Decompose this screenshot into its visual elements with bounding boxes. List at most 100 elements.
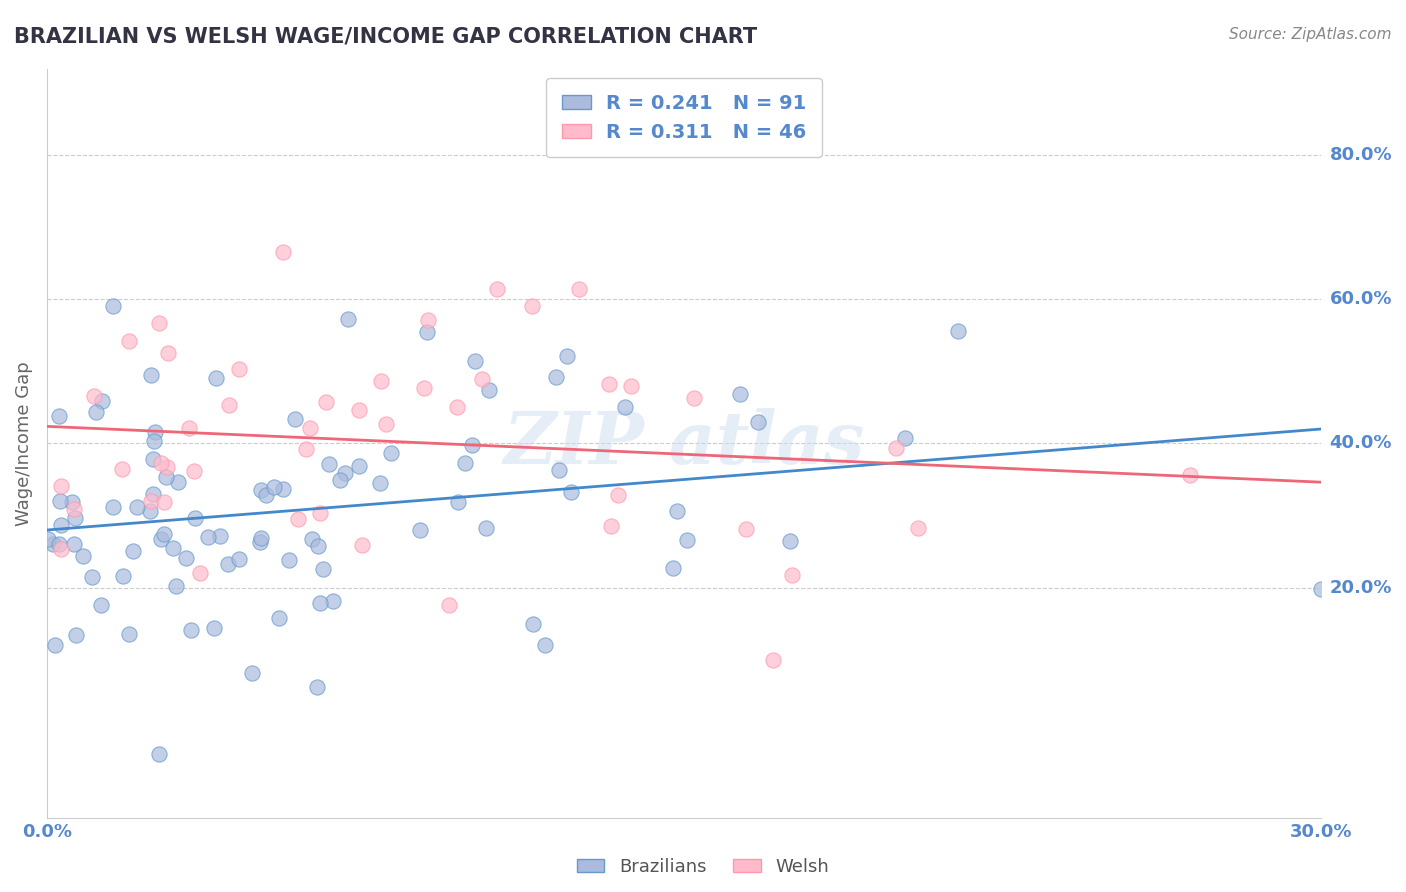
Point bbox=[82, 570, 104, 584]
Point bbox=[49, 541, 72, 556]
Point bbox=[299, 420, 322, 434]
Point bbox=[63, 537, 86, 551]
Point bbox=[560, 484, 582, 499]
Point bbox=[177, 421, 200, 435]
Point bbox=[1180, 468, 1202, 483]
Point bbox=[368, 476, 391, 491]
Point bbox=[240, 665, 263, 680]
Point bbox=[48, 536, 70, 550]
Point bbox=[155, 460, 177, 475]
Point bbox=[780, 567, 803, 582]
Point bbox=[122, 544, 145, 558]
Point bbox=[148, 747, 170, 762]
Point bbox=[412, 381, 434, 395]
Point bbox=[446, 400, 468, 414]
Text: 40.0%: 40.0% bbox=[1330, 434, 1392, 452]
Legend: Brazilians, Welsh: Brazilians, Welsh bbox=[569, 851, 837, 883]
Point bbox=[142, 451, 165, 466]
Point bbox=[485, 282, 508, 296]
Text: 80.0%: 80.0% bbox=[1330, 146, 1392, 164]
Point bbox=[613, 400, 636, 414]
Point bbox=[157, 346, 180, 360]
Point bbox=[250, 532, 273, 546]
Point bbox=[600, 519, 623, 533]
Text: BRAZILIAN VS WELSH WAGE/INCOME GAP CORRELATION CHART: BRAZILIAN VS WELSH WAGE/INCOME GAP CORRE… bbox=[14, 27, 758, 46]
Point bbox=[620, 378, 643, 392]
Text: 20.0%: 20.0% bbox=[1330, 579, 1392, 597]
Point bbox=[349, 459, 371, 474]
Y-axis label: Wage/Income Gap: Wage/Income Gap bbox=[15, 361, 32, 526]
Point bbox=[83, 388, 105, 402]
Point bbox=[894, 431, 917, 445]
Point bbox=[197, 530, 219, 544]
Point bbox=[51, 479, 73, 493]
Point bbox=[167, 475, 190, 489]
Point bbox=[51, 517, 73, 532]
Point bbox=[183, 464, 205, 478]
Point bbox=[271, 482, 294, 496]
Point bbox=[101, 299, 124, 313]
Point bbox=[149, 456, 172, 470]
Point bbox=[336, 312, 359, 326]
Point bbox=[165, 579, 187, 593]
Point bbox=[153, 527, 176, 541]
Point bbox=[437, 598, 460, 612]
Point bbox=[143, 425, 166, 439]
Point bbox=[318, 457, 340, 471]
Point bbox=[202, 620, 225, 634]
Point bbox=[162, 541, 184, 556]
Point bbox=[416, 325, 439, 339]
Point bbox=[269, 611, 291, 625]
Point bbox=[44, 638, 66, 652]
Point bbox=[284, 411, 307, 425]
Point bbox=[555, 350, 578, 364]
Point bbox=[48, 409, 70, 424]
Point bbox=[141, 368, 163, 382]
Point bbox=[250, 483, 273, 498]
Point bbox=[547, 463, 569, 477]
Point bbox=[309, 596, 332, 610]
Point bbox=[312, 562, 335, 576]
Point bbox=[153, 495, 176, 509]
Point bbox=[309, 507, 332, 521]
Point bbox=[676, 533, 699, 548]
Point bbox=[418, 313, 440, 327]
Point bbox=[478, 383, 501, 397]
Point bbox=[335, 466, 357, 480]
Point bbox=[174, 550, 197, 565]
Point bbox=[453, 456, 475, 470]
Point bbox=[217, 557, 239, 571]
Point bbox=[370, 374, 392, 388]
Point bbox=[155, 470, 177, 484]
Point bbox=[142, 487, 165, 501]
Point bbox=[408, 524, 430, 538]
Point bbox=[254, 488, 277, 502]
Point bbox=[287, 511, 309, 525]
Point bbox=[84, 405, 107, 419]
Point bbox=[661, 560, 683, 574]
Point bbox=[111, 569, 134, 583]
Point bbox=[150, 532, 173, 546]
Point bbox=[188, 566, 211, 581]
Point bbox=[728, 387, 751, 401]
Point bbox=[63, 511, 86, 525]
Point bbox=[49, 494, 72, 508]
Point bbox=[474, 521, 496, 535]
Point bbox=[111, 462, 134, 476]
Point bbox=[461, 438, 484, 452]
Point bbox=[209, 529, 232, 543]
Point bbox=[184, 511, 207, 525]
Point bbox=[42, 536, 65, 550]
Point bbox=[271, 244, 294, 259]
Text: ZIP atlas: ZIP atlas bbox=[503, 408, 865, 479]
Point bbox=[464, 354, 486, 368]
Point bbox=[295, 442, 318, 456]
Point bbox=[322, 594, 344, 608]
Point bbox=[666, 504, 689, 518]
Point bbox=[1310, 582, 1333, 596]
Point bbox=[747, 415, 769, 429]
Point bbox=[60, 495, 83, 509]
Point bbox=[249, 535, 271, 549]
Point bbox=[65, 628, 87, 642]
Text: Source: ZipAtlas.com: Source: ZipAtlas.com bbox=[1229, 27, 1392, 42]
